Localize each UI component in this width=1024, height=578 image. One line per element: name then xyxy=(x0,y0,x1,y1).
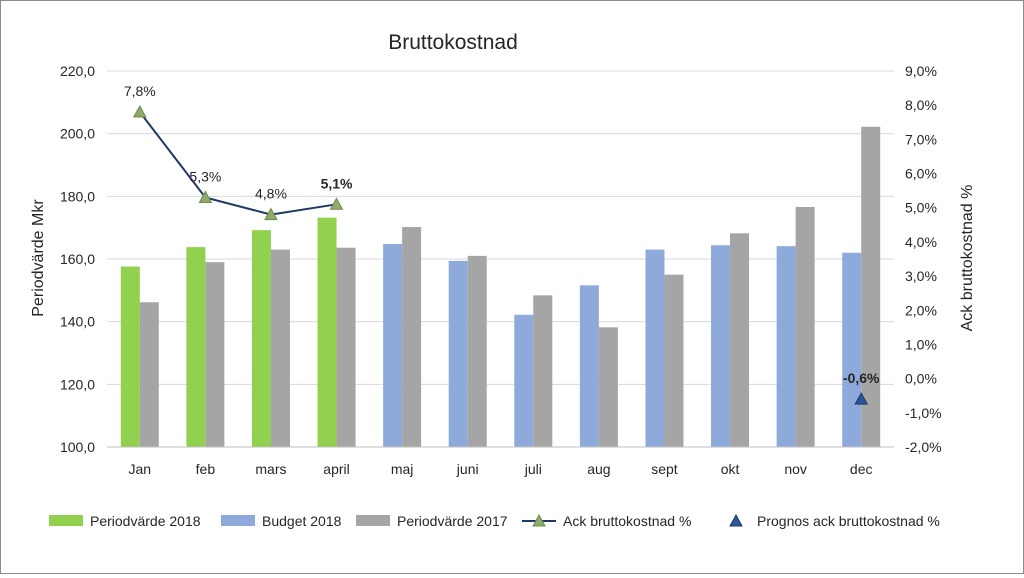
x-tick-label: mars xyxy=(255,461,286,477)
y2-tick-label: 9,0% xyxy=(905,63,937,79)
bar-periodv-rde-2017 xyxy=(861,126,881,448)
legend-swatch xyxy=(356,515,390,526)
x-tick-label: sept xyxy=(651,461,678,477)
y-tick-label: 180,0 xyxy=(60,188,95,204)
x-tick-label: Jan xyxy=(129,461,152,477)
bar-periodv-rde-2017 xyxy=(270,249,290,447)
y2-tick-label: 5,0% xyxy=(905,200,937,216)
bar-periodv-rde-2017 xyxy=(795,206,815,447)
bar-periodv-rde-2017 xyxy=(205,262,225,447)
legend-label: Budget 2018 xyxy=(262,513,342,529)
legend-swatch xyxy=(221,515,255,526)
right-axis: -2,0% -1,0% 0,0% 1,0% 2,0% 3,0% 4,0% 5,0% 6,0% 7,… xyxy=(905,63,942,455)
ack-data-label: 4,8% xyxy=(255,186,287,202)
bar-budget-2018 xyxy=(645,249,665,447)
bar-budget-2018 xyxy=(514,314,534,447)
legend-swatch xyxy=(49,515,83,526)
bar-periodv-rde-2018 xyxy=(186,247,206,447)
legend-label: Ack bruttokostnad % xyxy=(563,513,691,529)
bar-periodv-rde-2017 xyxy=(533,295,553,447)
bar-budget-2018 xyxy=(579,285,599,447)
x-axis: Jan feb mars april maj juni juli aug sept okt nov d… xyxy=(107,446,894,477)
bar-periodv-rde-2017 xyxy=(664,274,684,447)
bar-periodv-rde-2018 xyxy=(251,230,271,447)
y-tick-label: 200,0 xyxy=(60,126,95,142)
x-tick-label: aug xyxy=(587,461,610,477)
prognos-data-label: -0,6% xyxy=(843,370,880,386)
y2-tick-label: 2,0% xyxy=(905,302,937,318)
bar-periodv-rde-2017 xyxy=(139,302,159,447)
bar-budget-2018 xyxy=(776,246,796,447)
gridlines xyxy=(107,70,894,448)
x-tick-label: juli xyxy=(524,461,542,477)
bar-budget-2018 xyxy=(842,252,862,447)
x-tick-label: feb xyxy=(196,461,216,477)
y2-tick-label: 1,0% xyxy=(905,336,937,352)
y-axis-label: Periodvärde Mkr xyxy=(30,199,47,317)
y-tick-label: 140,0 xyxy=(60,314,95,330)
bar-periodv-rde-2017 xyxy=(336,247,356,447)
bar-periodv-rde-2018 xyxy=(120,266,140,447)
legend-label: Prognos ack bruttokostnad % xyxy=(757,513,940,529)
y-tick-label: 160,0 xyxy=(60,251,95,267)
x-tick-label: juni xyxy=(456,461,479,477)
y2-tick-label: 8,0% xyxy=(905,97,937,113)
x-tick-label: nov xyxy=(784,461,807,477)
legend-label: Periodvärde 2018 xyxy=(90,513,201,529)
ack-line: 7,8% 5,3% 4,8% 5,1% -0,6% xyxy=(124,83,880,405)
y2-tick-label: -1,0% xyxy=(905,405,942,421)
ack-marker xyxy=(198,190,213,203)
y-tick-label: 100,0 xyxy=(60,439,95,455)
bar-periodv-rde-2017 xyxy=(402,227,422,447)
x-tick-label: april xyxy=(323,461,349,477)
ack-marker xyxy=(132,104,147,118)
left-axis: 100,0 120,0 140,0 160,0 180,0 200,0 220,0 xyxy=(60,63,95,455)
ack-data-label: 5,1% xyxy=(321,175,353,191)
ack-marker xyxy=(329,197,344,210)
legend: Periodvärde 2018 Budget 2018 Periodvärde 2… xyxy=(49,513,940,529)
y2-tick-label: -2,0% xyxy=(905,439,942,455)
y-tick-label: 120,0 xyxy=(60,376,95,392)
bar-periodv-rde-2017 xyxy=(467,255,487,447)
y2-tick-label: 7,0% xyxy=(905,131,937,147)
prognos-marker xyxy=(854,392,869,405)
bar-budget-2018 xyxy=(383,243,403,447)
x-tick-label: maj xyxy=(391,461,414,477)
x-tick-label: okt xyxy=(721,461,740,477)
bar-periodv-rde-2017 xyxy=(598,327,618,447)
bar-budget-2018 xyxy=(711,245,731,447)
x-tick-label: dec xyxy=(850,461,873,477)
bars xyxy=(120,126,881,448)
legend-label: Periodvärde 2017 xyxy=(397,513,508,529)
y2-tick-label: 0,0% xyxy=(905,371,937,387)
chart-title: Bruttokostnad xyxy=(388,31,518,54)
y2-axis-label: Ack bruttokostnad % xyxy=(959,185,976,332)
ack-data-label: 7,8% xyxy=(124,83,156,99)
y2-tick-label: 6,0% xyxy=(905,166,937,182)
legend-marker xyxy=(729,513,743,527)
ack-data-label: 5,3% xyxy=(189,168,221,184)
bar-budget-2018 xyxy=(448,260,468,447)
bar-periodv-rde-2018 xyxy=(317,217,337,447)
bar-periodv-rde-2017 xyxy=(730,233,750,447)
y-tick-label: 220,0 xyxy=(60,63,95,79)
legend-marker xyxy=(532,513,546,527)
ack-line-path xyxy=(138,111,337,216)
y2-tick-label: 3,0% xyxy=(905,268,937,284)
ack-marker xyxy=(264,207,278,221)
y2-tick-label: 4,0% xyxy=(905,234,937,250)
